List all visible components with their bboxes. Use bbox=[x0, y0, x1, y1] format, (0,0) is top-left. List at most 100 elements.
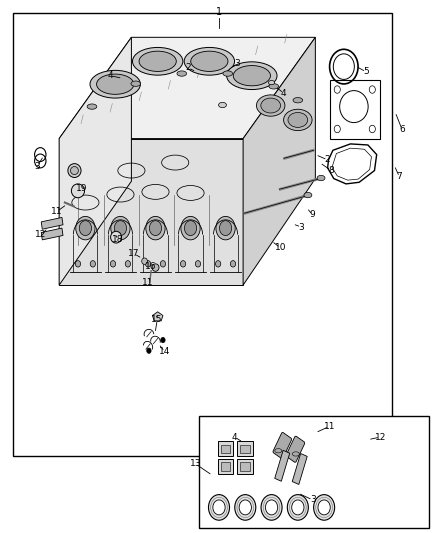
Ellipse shape bbox=[79, 221, 92, 236]
Bar bbox=[237, 459, 253, 474]
Bar bbox=[237, 441, 253, 456]
Text: 8: 8 bbox=[328, 166, 334, 175]
Ellipse shape bbox=[287, 495, 308, 520]
Ellipse shape bbox=[317, 175, 325, 181]
Text: 13: 13 bbox=[190, 459, 201, 468]
Bar bbox=[218, 441, 233, 456]
Text: 4: 4 bbox=[232, 433, 237, 441]
Text: 9: 9 bbox=[310, 211, 316, 219]
Ellipse shape bbox=[293, 98, 303, 103]
Text: 12: 12 bbox=[35, 230, 46, 239]
Text: 3: 3 bbox=[298, 223, 304, 231]
Ellipse shape bbox=[265, 500, 278, 515]
Text: 18: 18 bbox=[112, 236, 123, 244]
Ellipse shape bbox=[142, 258, 148, 264]
Ellipse shape bbox=[87, 104, 97, 109]
FancyBboxPatch shape bbox=[273, 432, 292, 458]
Ellipse shape bbox=[149, 221, 162, 236]
Ellipse shape bbox=[284, 109, 312, 131]
Ellipse shape bbox=[195, 261, 201, 267]
Ellipse shape bbox=[152, 264, 159, 271]
Ellipse shape bbox=[219, 221, 232, 236]
Ellipse shape bbox=[191, 51, 228, 71]
Bar bbox=[199, 416, 429, 528]
Ellipse shape bbox=[184, 47, 235, 75]
Ellipse shape bbox=[275, 449, 282, 453]
Bar bbox=[292, 454, 307, 484]
Ellipse shape bbox=[239, 500, 251, 515]
Ellipse shape bbox=[110, 261, 116, 267]
Text: 6: 6 bbox=[399, 125, 405, 134]
Ellipse shape bbox=[230, 261, 236, 267]
Ellipse shape bbox=[71, 184, 85, 198]
Ellipse shape bbox=[268, 80, 275, 85]
Bar bbox=[41, 228, 63, 240]
Ellipse shape bbox=[68, 164, 81, 177]
Text: 4: 4 bbox=[108, 71, 113, 80]
Ellipse shape bbox=[216, 216, 235, 240]
Ellipse shape bbox=[261, 98, 280, 113]
Ellipse shape bbox=[269, 84, 279, 89]
Ellipse shape bbox=[235, 495, 256, 520]
Bar bbox=[218, 459, 233, 474]
Bar bbox=[275, 450, 290, 481]
Ellipse shape bbox=[76, 216, 95, 240]
Text: 11: 11 bbox=[142, 278, 154, 287]
Ellipse shape bbox=[184, 221, 197, 236]
Polygon shape bbox=[243, 37, 315, 285]
Text: 11: 11 bbox=[324, 422, 335, 431]
Text: 17: 17 bbox=[128, 249, 140, 258]
Ellipse shape bbox=[314, 495, 335, 520]
Text: 14: 14 bbox=[159, 348, 170, 356]
Text: 15: 15 bbox=[151, 316, 162, 324]
Text: 1: 1 bbox=[216, 7, 222, 17]
Polygon shape bbox=[59, 37, 315, 139]
Ellipse shape bbox=[132, 47, 183, 75]
Ellipse shape bbox=[233, 66, 270, 86]
Ellipse shape bbox=[147, 348, 151, 353]
Ellipse shape bbox=[71, 166, 78, 175]
Text: 11: 11 bbox=[51, 207, 63, 216]
Ellipse shape bbox=[160, 261, 166, 267]
Ellipse shape bbox=[146, 216, 165, 240]
Ellipse shape bbox=[208, 495, 230, 520]
Text: 2: 2 bbox=[186, 63, 191, 72]
Ellipse shape bbox=[180, 261, 186, 267]
Text: 2: 2 bbox=[325, 156, 330, 164]
Ellipse shape bbox=[110, 231, 121, 243]
Ellipse shape bbox=[219, 102, 226, 108]
Bar bbox=[221, 462, 230, 471]
Bar bbox=[240, 462, 250, 471]
Text: 4: 4 bbox=[281, 89, 286, 98]
Ellipse shape bbox=[223, 71, 233, 76]
Text: 5: 5 bbox=[363, 68, 369, 76]
Ellipse shape bbox=[261, 495, 282, 520]
Bar bbox=[240, 445, 250, 453]
Text: 12: 12 bbox=[374, 433, 386, 441]
Ellipse shape bbox=[90, 70, 140, 98]
Ellipse shape bbox=[161, 337, 165, 343]
Ellipse shape bbox=[288, 112, 308, 127]
Text: 7: 7 bbox=[396, 173, 403, 181]
Text: 3: 3 bbox=[310, 496, 316, 504]
Ellipse shape bbox=[139, 51, 176, 71]
Ellipse shape bbox=[177, 71, 187, 76]
Text: 3: 3 bbox=[234, 60, 240, 68]
Ellipse shape bbox=[181, 216, 200, 240]
Ellipse shape bbox=[90, 261, 95, 267]
Text: 3: 3 bbox=[34, 162, 40, 171]
Ellipse shape bbox=[75, 261, 81, 267]
Ellipse shape bbox=[292, 452, 299, 456]
Ellipse shape bbox=[213, 500, 225, 515]
Polygon shape bbox=[59, 37, 131, 285]
Polygon shape bbox=[59, 139, 243, 285]
Ellipse shape bbox=[256, 95, 285, 116]
Ellipse shape bbox=[131, 81, 141, 86]
Ellipse shape bbox=[145, 261, 151, 267]
Ellipse shape bbox=[114, 221, 127, 236]
Ellipse shape bbox=[111, 216, 130, 240]
Text: 19: 19 bbox=[76, 184, 87, 192]
Text: 10: 10 bbox=[275, 244, 286, 252]
Bar bbox=[221, 445, 230, 453]
Ellipse shape bbox=[304, 192, 312, 198]
